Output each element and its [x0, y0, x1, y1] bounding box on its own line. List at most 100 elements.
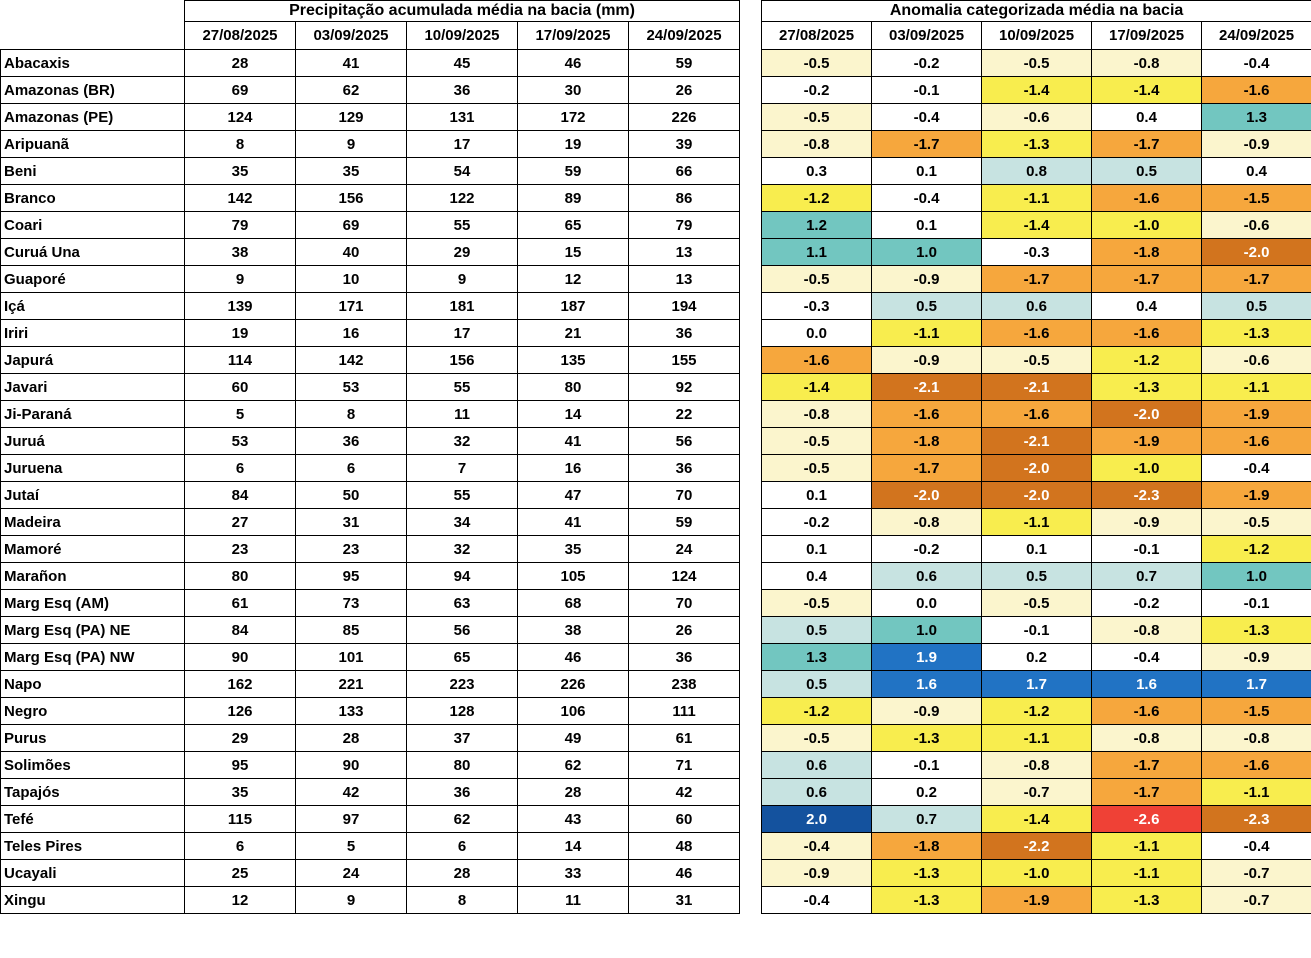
anomaly-cell: 1.3	[1201, 103, 1311, 131]
precip-cell: 89	[517, 184, 629, 212]
precip-cell: 135	[517, 346, 629, 374]
precip-cell: 19	[517, 130, 629, 158]
precip-cell: 80	[517, 373, 629, 401]
basin-name: Madeira	[0, 508, 185, 536]
precip-cell: 9	[295, 130, 407, 158]
precip-cell: 8	[184, 130, 296, 158]
anomaly-cell: -1.7	[1091, 778, 1203, 806]
basin-name: Jutaí	[0, 481, 185, 509]
anomaly-cell: -0.7	[1201, 859, 1311, 887]
precip-cell: 45	[406, 49, 518, 77]
precip-cell: 133	[295, 697, 407, 725]
precip-cell: 65	[517, 211, 629, 239]
precip-cell: 29	[184, 724, 296, 752]
anomaly-cell: -1.0	[1091, 454, 1203, 482]
anomaly-cell: -1.9	[1201, 481, 1311, 509]
precip-cell: 36	[406, 778, 518, 806]
precip-cell: 226	[517, 670, 629, 698]
table-row: -0.5 -1.3 -1.1 -0.8 -0.8	[761, 724, 1311, 752]
precip-cell: 25	[184, 859, 296, 887]
basin-name: Purus	[0, 724, 185, 752]
anomaly-cell: -1.6	[1201, 76, 1311, 104]
precip-cell: 13	[627, 265, 741, 293]
anomaly-cell: -0.3	[761, 292, 873, 320]
precip-cell: 40	[295, 238, 407, 266]
precip-cell: 124	[184, 103, 296, 131]
precip-cell: 95	[295, 562, 407, 590]
anomaly-cell: 0.5	[981, 562, 1093, 590]
anomaly-cell: 0.1	[761, 535, 873, 563]
anomaly-cell: -1.3	[1091, 373, 1203, 401]
table-row: -0.4 -1.3 -1.9 -1.3 -0.7	[761, 886, 1311, 914]
anomaly-cell: 0.6	[761, 751, 873, 779]
basin-name: Ji-Paraná	[0, 400, 185, 428]
basin-name: Napo	[0, 670, 185, 698]
precip-cell: 54	[406, 157, 518, 185]
date-header: 24/09/2025	[627, 21, 741, 50]
anomaly-cell: 0.7	[1091, 562, 1203, 590]
precip-cell: 46	[517, 49, 629, 77]
precip-cell: 122	[406, 184, 518, 212]
anomaly-cell: -1.0	[1091, 211, 1203, 239]
anomaly-cell: -0.1	[1091, 535, 1203, 563]
date-header: 03/09/2025	[295, 21, 407, 50]
table-row: -0.8 -1.7 -1.3 -1.7 -0.9	[761, 130, 1311, 158]
anomaly-cell: 0.3	[761, 157, 873, 185]
precip-cell: 156	[295, 184, 407, 212]
precip-cell: 24	[295, 859, 407, 887]
anomaly-cell: -0.3	[981, 238, 1093, 266]
anomaly-cell: -2.1	[871, 373, 983, 401]
anomaly-cell: -0.2	[761, 76, 873, 104]
basin-name: Juruá	[0, 427, 185, 455]
anomaly-cell: 0.0	[761, 319, 873, 347]
precip-cell: 84	[184, 481, 296, 509]
precip-cell: 23	[295, 535, 407, 563]
precip-cell: 41	[295, 49, 407, 77]
precip-cell: 9	[295, 886, 407, 914]
anomaly-cell: -1.7	[871, 454, 983, 482]
anomaly-title-row: Anomalia categorizada média na bacia	[761, 0, 1311, 22]
precip-cell: 13	[627, 238, 741, 266]
anomaly-cell: -2.0	[1201, 238, 1311, 266]
precip-cell: 95	[184, 751, 296, 779]
anomaly-cell: -1.9	[1201, 400, 1311, 428]
precip-cell: 55	[406, 211, 518, 239]
precip-cell: 16	[517, 454, 629, 482]
precip-dates-row: 27/08/2025 03/09/2025 10/09/2025 17/09/2025…	[1, 21, 741, 50]
precip-cell: 114	[184, 346, 296, 374]
anomaly-cell: 0.4	[1091, 292, 1203, 320]
anomaly-cell: -0.5	[981, 589, 1093, 617]
anomaly-cell: -0.4	[761, 886, 873, 914]
precip-cell: 38	[184, 238, 296, 266]
anomaly-cell: -1.1	[1091, 832, 1203, 860]
precip-cell: 66	[627, 157, 741, 185]
anomaly-cell: 1.3	[761, 643, 873, 671]
precip-cell: 53	[184, 427, 296, 455]
anomaly-cell: 0.6	[981, 292, 1093, 320]
anomaly-cell: -1.8	[871, 427, 983, 455]
anomaly-cell: -1.3	[871, 886, 983, 914]
table-row: -0.5 -0.2 -0.5 -0.8 -0.4	[761, 49, 1311, 77]
table-row: 0.6 0.2 -0.7 -1.7 -1.1	[761, 778, 1311, 806]
anomaly-cell: -0.1	[1201, 589, 1311, 617]
anomaly-cell: -0.5	[761, 427, 873, 455]
date-header: 17/09/2025	[517, 21, 629, 50]
basin-name: Teles Pires	[0, 832, 185, 860]
anomaly-cell: 1.9	[871, 643, 983, 671]
precip-cell: 26	[627, 616, 741, 644]
basin-name: Ucayali	[0, 859, 185, 887]
anomaly-cell: -1.3	[1091, 886, 1203, 914]
basin-name: Curuá Una	[0, 238, 185, 266]
table-row: 0.1 -0.2 0.1 -0.1 -1.2	[761, 535, 1311, 563]
precip-cell: 6	[184, 454, 296, 482]
precip-cell: 19	[184, 319, 296, 347]
precip-cell: 34	[406, 508, 518, 536]
anomaly-cell: -1.6	[1091, 697, 1203, 725]
anomaly-cell: 0.0	[871, 589, 983, 617]
table-row: Aripuanã 8 9 17 19 39	[0, 130, 741, 158]
precip-cell: 35	[295, 157, 407, 185]
anomaly-cell: 0.5	[871, 292, 983, 320]
anomaly-cell: -0.5	[761, 589, 873, 617]
anomaly-cell: 0.5	[1201, 292, 1311, 320]
precip-cell: 14	[517, 832, 629, 860]
